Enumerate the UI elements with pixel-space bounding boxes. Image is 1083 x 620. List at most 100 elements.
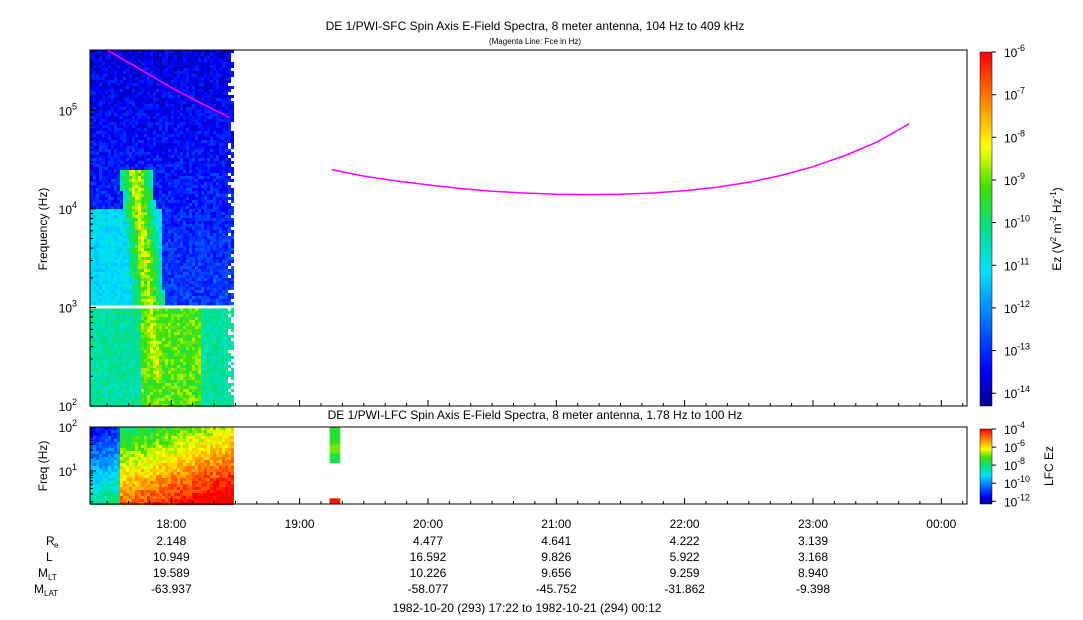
spectrogram-cell <box>129 137 132 140</box>
spectrogram-cell <box>192 53 195 56</box>
spectrogram-cell <box>156 251 159 254</box>
spectrogram-cell <box>117 245 120 248</box>
spectrogram-cell <box>165 374 168 377</box>
spectrogram-cell <box>195 59 198 62</box>
spectrogram-cell <box>90 215 93 218</box>
spectrogram-cell <box>147 290 150 293</box>
spectrogram-cell <box>90 353 93 356</box>
spectrogram-cell <box>117 233 120 236</box>
spectrogram-cell <box>108 365 111 368</box>
spectrogram-cell <box>147 107 150 110</box>
spectrogram-cell <box>93 116 96 119</box>
spectrogram-cell <box>129 86 132 89</box>
spectrogram-cell <box>129 149 132 152</box>
spectrogram-cell <box>156 200 159 203</box>
spectrogram-cell <box>201 227 204 230</box>
spectrogram-cell <box>96 143 99 146</box>
spectrogram-cell <box>144 332 147 335</box>
spectrogram-cell <box>96 176 99 179</box>
spectrogram-cell <box>192 281 195 284</box>
spectrogram-cell <box>168 149 171 152</box>
spectrogram-cell <box>114 65 117 68</box>
spectrogram-cell <box>210 212 213 215</box>
spectrogram-cell <box>207 50 210 53</box>
spectrogram-cell <box>171 176 174 179</box>
spectrogram-cell <box>99 134 102 137</box>
spectrogram-cell <box>138 332 141 335</box>
spectrogram-cell <box>111 386 114 389</box>
spectrogram-cell <box>129 131 132 134</box>
spectrogram-cell <box>186 251 189 254</box>
spectrogram-cell <box>192 62 195 65</box>
spectrogram-cell <box>126 80 129 83</box>
spectrogram-cell <box>129 326 132 329</box>
spectrogram-cell <box>111 65 114 68</box>
spectrogram-cell <box>168 77 171 80</box>
spectrogram-cell <box>174 377 177 380</box>
spectrogram-cell <box>114 113 117 116</box>
spectrogram-cell <box>183 206 186 209</box>
spectrogram-cell <box>138 347 141 350</box>
spectrogram-cell <box>90 197 93 200</box>
spectrogram-cell <box>204 200 207 203</box>
spectrogram-cell <box>210 374 213 377</box>
spectrogram-cell <box>153 134 156 137</box>
spectrogram-cell <box>189 335 192 338</box>
spectrogram-cell <box>162 212 165 215</box>
spectrogram-cell <box>135 236 138 239</box>
spectrogram-cell <box>117 290 120 293</box>
spectrogram-cell <box>96 377 99 380</box>
spectrogram-cell <box>93 83 96 86</box>
spectrogram-cell <box>111 92 114 95</box>
spectrogram-cell <box>213 137 216 140</box>
spectrogram-cell <box>135 335 138 338</box>
spectrogram-cell <box>186 368 189 371</box>
spectrogram-cell <box>99 116 102 119</box>
spectrogram-cell <box>210 176 213 179</box>
spectrogram-cell <box>195 137 198 140</box>
spectrogram-cell <box>162 122 165 125</box>
spectrogram-cell <box>180 140 183 143</box>
spectrogram-cell <box>153 242 156 245</box>
spectrogram-cell <box>180 371 183 374</box>
spectrogram-cell <box>201 212 204 215</box>
spectrogram-cell <box>96 134 99 137</box>
spectrogram-cell <box>165 164 168 167</box>
spectrogram-cell <box>153 107 156 110</box>
spectrogram-cell <box>180 197 183 200</box>
spectrogram-cell <box>117 323 120 326</box>
spectrogram-cell <box>114 257 117 260</box>
spectrogram-cell <box>201 233 204 236</box>
spectrogram-cell <box>147 110 150 113</box>
spectrogram-cell <box>174 314 177 317</box>
spectrogram-cell <box>147 170 150 173</box>
spectrogram-cell <box>168 71 171 74</box>
spectrogram-cell <box>213 317 216 320</box>
spectrogram-cell <box>195 77 198 80</box>
spectrogram-cell <box>129 347 132 350</box>
spectrogram-cell <box>147 341 150 344</box>
spectrogram-cell <box>180 359 183 362</box>
spectrogram-cell <box>93 323 96 326</box>
spectrogram-cell <box>186 266 189 269</box>
spectrogram-cell <box>177 263 180 266</box>
spectrogram-cell <box>183 398 186 401</box>
spectrogram-cell <box>144 359 147 362</box>
spectrogram-cell <box>132 383 135 386</box>
spectrogram-cell <box>168 131 171 134</box>
spectrogram-cell <box>186 383 189 386</box>
spectrogram-cell <box>210 341 213 344</box>
spectrogram-cell <box>126 194 129 197</box>
spectrogram-cell <box>90 188 93 191</box>
spectrogram-cell <box>162 260 165 263</box>
spectrogram-cell <box>198 239 201 242</box>
spectrogram-cell <box>144 122 147 125</box>
spectrogram-cell <box>105 149 108 152</box>
spectrogram-cell <box>204 341 207 344</box>
spectrogram-cell <box>177 266 180 269</box>
spectrogram-cell <box>213 122 216 125</box>
spectrogram-cell <box>189 194 192 197</box>
spectrogram-cell <box>144 89 147 92</box>
spectrogram-cell <box>171 383 174 386</box>
spectrogram-cell <box>138 371 141 374</box>
